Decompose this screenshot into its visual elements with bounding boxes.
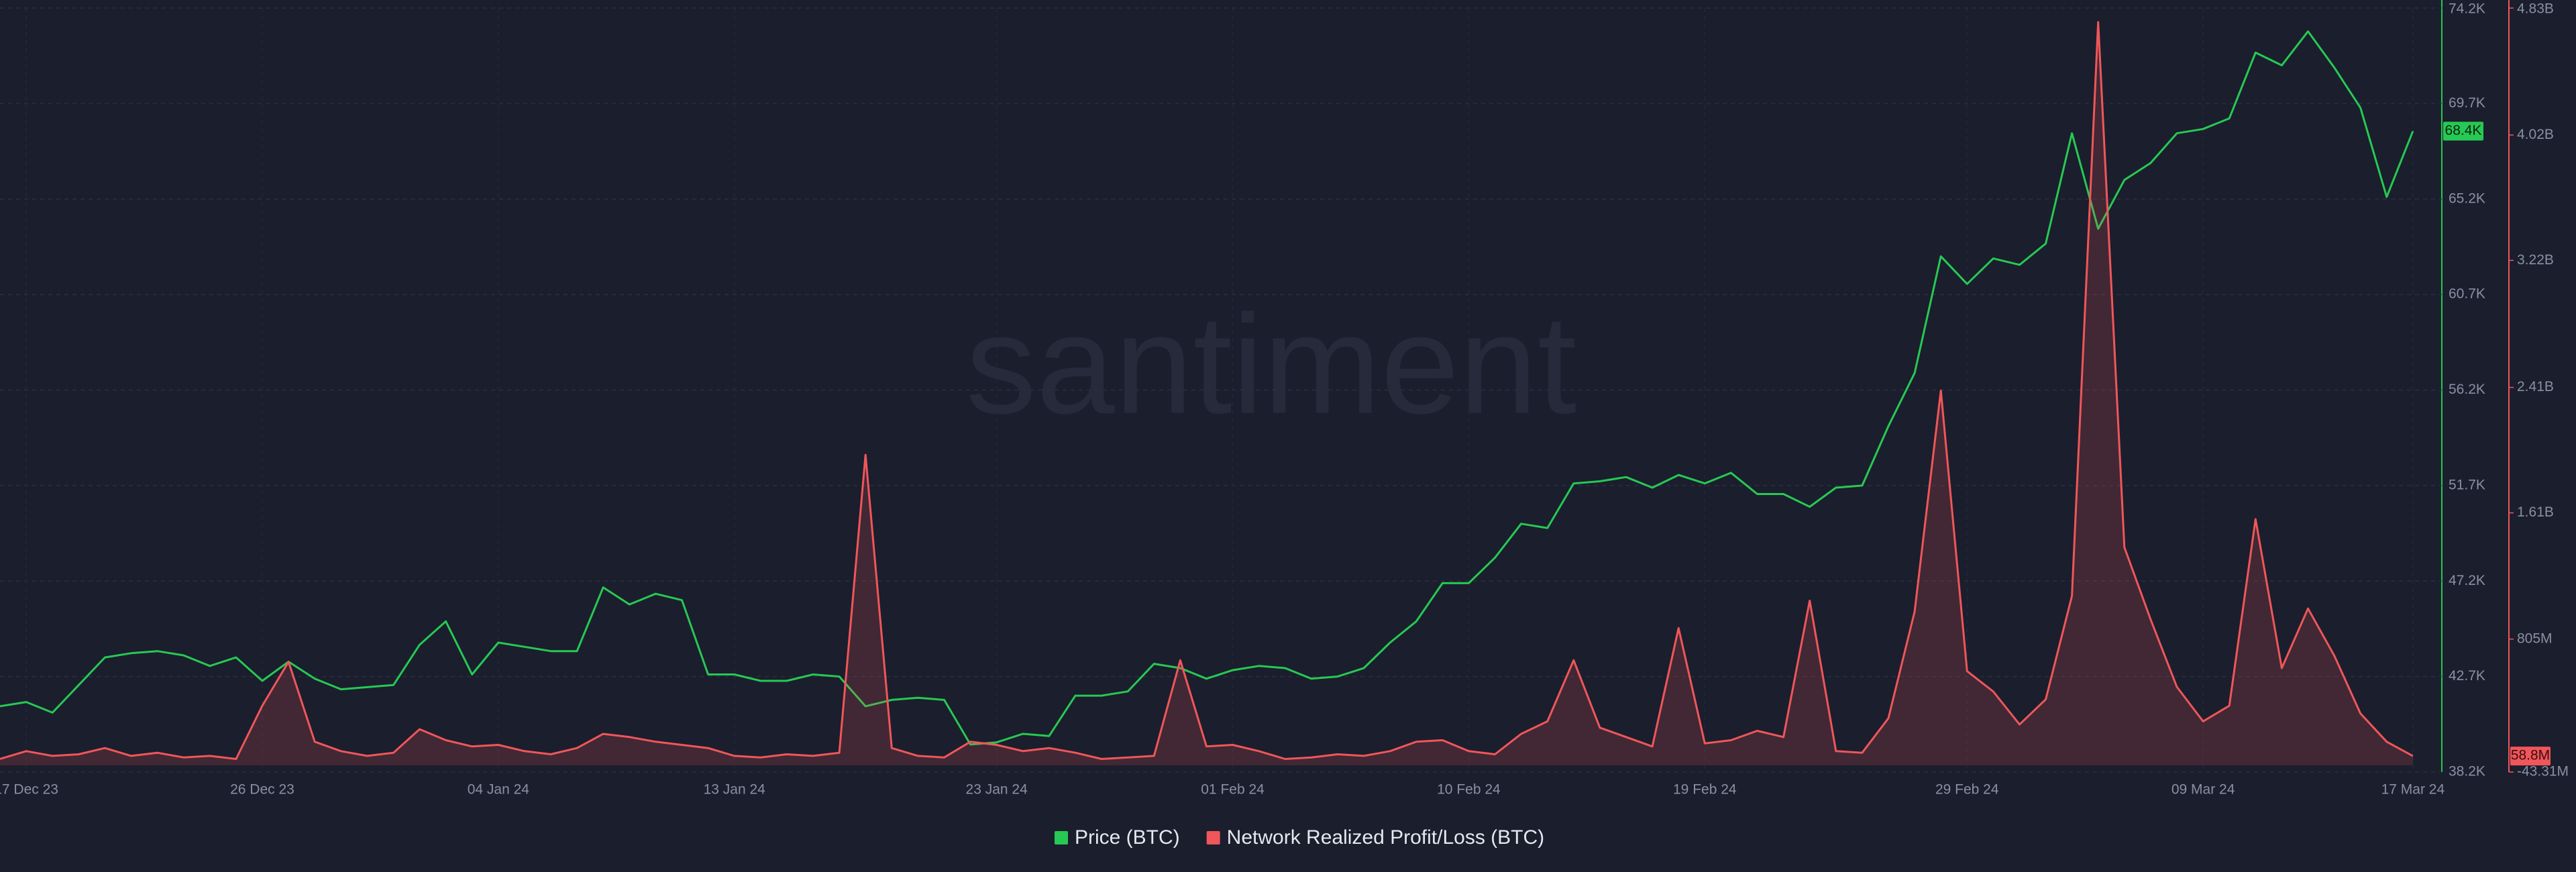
y2-tick-label: 2.41B bbox=[2517, 379, 2554, 394]
x-tick-label: 09 Mar 24 bbox=[2171, 782, 2235, 798]
watermark: santiment bbox=[966, 285, 1576, 443]
x-tick-label: 23 Jan 24 bbox=[966, 782, 1028, 798]
y-tick-label: 60.7K bbox=[2449, 286, 2485, 302]
x-tick-label: 19 Feb 24 bbox=[1673, 782, 1737, 798]
y-tick-label: 65.2K bbox=[2449, 190, 2485, 206]
y-tick-label: 47.2K bbox=[2449, 573, 2485, 588]
x-tick-label: 17 Dec 23 bbox=[0, 782, 58, 798]
last-value-badge bbox=[2443, 121, 2483, 141]
series-line bbox=[0, 21, 2414, 760]
y2-tick-label: 805M bbox=[2517, 631, 2553, 646]
x-tick-label: 10 Feb 24 bbox=[1437, 782, 1501, 798]
legend-label: Price (BTC) bbox=[1075, 826, 1180, 849]
x-tick-label: 04 Jan 24 bbox=[468, 782, 530, 798]
y2-tick-label: 4.02B bbox=[2517, 127, 2554, 142]
y-tick-label: 42.7K bbox=[2449, 668, 2485, 684]
legend-swatch bbox=[1055, 831, 1068, 844]
y2-tick-label: 4.83B bbox=[2517, 1, 2554, 17]
x-tick-label: 13 Jan 24 bbox=[704, 782, 766, 798]
last-value-label: 58.8M bbox=[2511, 748, 2550, 763]
y2-tick-label: -43.31M bbox=[2517, 764, 2569, 779]
y-tick-label: 56.2K bbox=[2449, 382, 2485, 397]
y-tick-label: 51.7K bbox=[2449, 477, 2485, 492]
x-tick-label: 29 Feb 24 bbox=[1935, 782, 1999, 798]
series-line bbox=[0, 30, 2414, 746]
legend-swatch bbox=[1206, 831, 1220, 844]
x-tick-label: 01 Feb 24 bbox=[1201, 782, 1265, 798]
last-value-label: 68.4K bbox=[2445, 123, 2482, 138]
x-tick-label: 17 Mar 24 bbox=[2381, 782, 2445, 798]
legend: Price (BTC) Network Realized Profit/Loss … bbox=[1055, 826, 1544, 849]
y-tick-label: 74.2K bbox=[2449, 1, 2485, 17]
y-tick-label: 38.2K bbox=[2449, 764, 2485, 779]
y2-tick-label: 1.61B bbox=[2517, 504, 2554, 520]
last-value-badge bbox=[2510, 747, 2551, 766]
y2-tick-label: 3.22B bbox=[2517, 252, 2554, 268]
x-tick-label: 26 Dec 23 bbox=[230, 782, 294, 798]
y-tick-label: 69.7K bbox=[2449, 95, 2485, 111]
legend-label: Network Realized Profit/Loss (BTC) bbox=[1227, 826, 1544, 849]
area bbox=[0, 22, 2413, 765]
